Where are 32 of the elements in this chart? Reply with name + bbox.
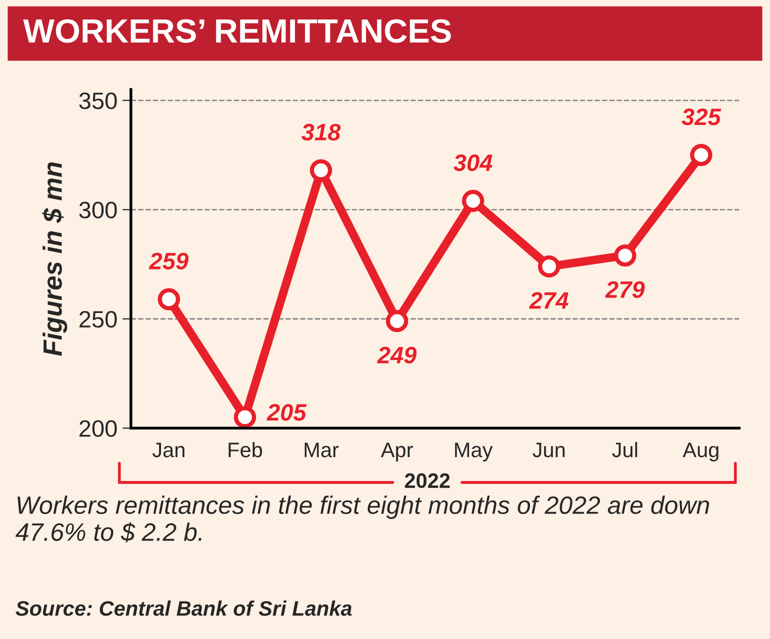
y-tick-label: 350	[79, 92, 117, 110]
point	[614, 244, 636, 267]
point	[538, 255, 560, 278]
point	[462, 190, 484, 212]
y-tick-label: 300	[79, 202, 117, 218]
data-label: 304	[454, 154, 492, 172]
y-tick-label: 200	[80, 420, 117, 437]
data-label: 205	[266, 404, 307, 421]
x-tick-label: May	[455, 442, 493, 462]
source-note: Source: Central Bank of Sri Lanka	[16, 600, 352, 616]
x-tick-label: Aug	[682, 442, 718, 462]
y-axis-title: Figures in $ mn	[42, 162, 68, 356]
data-label: 249	[376, 346, 417, 364]
point	[690, 144, 712, 166]
x-tick-label: Apr	[380, 442, 413, 462]
data-label: 325	[682, 108, 722, 126]
x-tick-label: Jun	[532, 442, 565, 458]
chart-title: WORKERS’ REMITTANCES	[23, 19, 451, 43]
x-tick-label: Mar	[304, 442, 339, 458]
x-tick-label: Feb	[228, 442, 262, 458]
point	[386, 310, 408, 332]
y-tick-label: 250	[80, 310, 117, 328]
x-tick-label: Jan	[152, 442, 184, 458]
text: Workers remittances in the first eight months of 2022 are down 47.6% to $ 2.2 b.	[16, 496, 710, 542]
point	[158, 288, 180, 310]
data-label: 259	[148, 252, 189, 270]
data-label: 279	[605, 281, 645, 298]
point	[234, 406, 256, 428]
x-axis-title: 2022	[404, 473, 450, 488]
data-label: 274	[529, 292, 568, 309]
data-label: 318	[301, 124, 341, 141]
x-tick-label: Jul	[612, 442, 638, 458]
